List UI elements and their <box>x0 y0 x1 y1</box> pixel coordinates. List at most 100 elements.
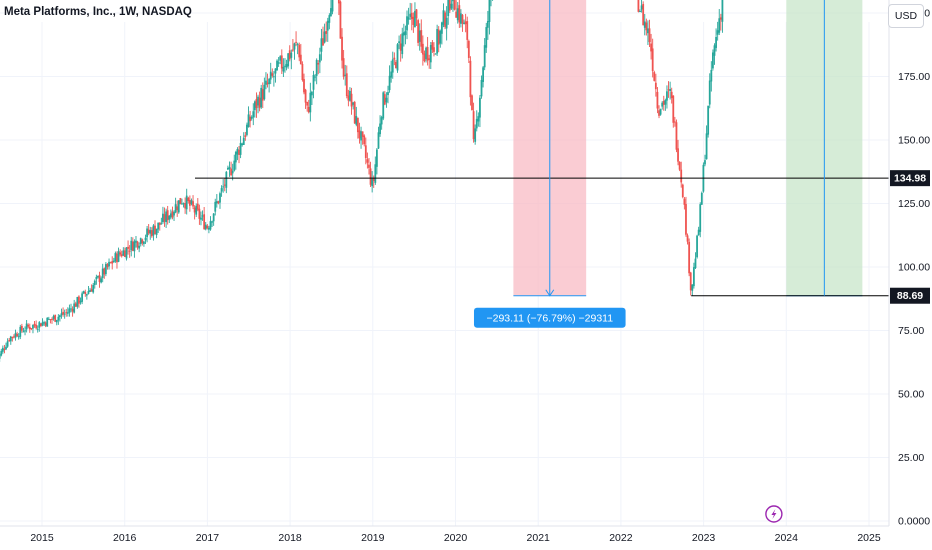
candle-body <box>307 106 310 113</box>
candle-body <box>466 21 469 40</box>
candle-body <box>337 0 340 4</box>
candle-body <box>6 341 9 347</box>
candle-body <box>52 315 55 319</box>
candle-body <box>301 64 304 81</box>
candle-body <box>182 203 185 205</box>
candle-body <box>716 30 719 35</box>
candle-body <box>27 324 30 327</box>
candle-body <box>429 45 432 63</box>
candle-body <box>417 20 420 43</box>
candle-body <box>66 312 69 314</box>
candle-body <box>78 296 80 304</box>
candle-body <box>141 239 144 244</box>
candle-body <box>692 267 695 287</box>
time-axis[interactable]: 2015 2016 2017 2018 2019 2020 2021 2022 2023 2024… <box>30 532 881 544</box>
candle-body <box>404 31 407 35</box>
candle-body <box>418 30 421 42</box>
candle-body <box>74 303 77 307</box>
candle-body <box>46 317 49 327</box>
candle-body <box>68 308 71 313</box>
candle-body <box>369 168 372 185</box>
candle-body <box>184 202 187 209</box>
candle-body <box>699 204 702 232</box>
candle-body <box>393 57 396 60</box>
candle-body <box>98 275 101 282</box>
candle-body <box>125 247 128 259</box>
candle-body <box>650 43 652 52</box>
grid-lines <box>0 12 889 526</box>
candle-body <box>423 53 426 62</box>
candle-body <box>372 178 375 182</box>
candle-body <box>217 201 220 204</box>
candle-body <box>415 9 418 19</box>
candle-body <box>391 59 394 73</box>
x-tick-label: 2022 <box>609 532 633 544</box>
candle-body <box>317 63 320 65</box>
candle-body <box>352 102 355 105</box>
candle-body <box>196 203 199 210</box>
candle-body <box>265 80 267 85</box>
candle-body <box>109 262 112 264</box>
candle-body <box>414 11 416 28</box>
candle-body <box>463 22 465 25</box>
candle-body <box>680 169 683 183</box>
candle-body <box>713 45 716 56</box>
candle-body <box>261 89 264 101</box>
candle-body <box>271 73 274 76</box>
candle-body <box>19 326 22 337</box>
candle-body <box>147 229 150 234</box>
candle-body <box>155 228 158 235</box>
x-tick-label: 2019 <box>361 532 385 544</box>
candle-body <box>421 43 424 55</box>
candle-body <box>366 159 369 163</box>
candle-body <box>651 48 654 72</box>
candle-body <box>90 289 93 292</box>
candle-body <box>309 92 312 113</box>
candle-body <box>250 116 253 119</box>
candle-body <box>715 36 717 48</box>
candle-body <box>282 66 285 72</box>
candle-body <box>444 12 446 27</box>
candle-body <box>656 91 659 109</box>
candle-body <box>51 318 53 320</box>
candle-body <box>670 91 673 99</box>
candle-body <box>214 201 217 212</box>
candle-body <box>32 324 34 329</box>
candle-body <box>425 47 427 60</box>
candle-body <box>433 47 435 52</box>
candle-body <box>277 62 280 64</box>
measure-label-text: −293.11 (−76.79%) −29311 <box>486 313 613 325</box>
candle-body <box>188 199 191 206</box>
candle-body <box>9 336 12 342</box>
candle-body <box>345 73 348 96</box>
candle-body <box>360 131 362 141</box>
price-axis[interactable]: 0.0000 25.00 50.00 75.00 100.00 125.00 150.00 1… <box>898 0 930 528</box>
candle-body <box>255 98 258 108</box>
currency-button[interactable]: USD <box>888 4 924 28</box>
x-tick-label: 2018 <box>278 532 302 544</box>
candle-body <box>169 213 172 218</box>
candle-body <box>116 253 118 263</box>
candle-body <box>458 5 461 23</box>
candle-body <box>291 49 294 51</box>
candle-body <box>437 29 440 45</box>
measurement-zones <box>513 0 863 297</box>
x-tick-label: 2021 <box>527 532 551 544</box>
candle-body <box>678 161 681 170</box>
candle-body <box>406 16 408 31</box>
candle-body <box>448 0 451 11</box>
horizontal-levels[interactable] <box>0 0 889 297</box>
candle-body <box>168 215 171 220</box>
candle-body <box>704 160 706 165</box>
candle-body <box>100 278 103 283</box>
candle-body <box>647 28 649 34</box>
candle-body <box>35 324 38 329</box>
candle-body <box>95 276 98 280</box>
candle-body <box>112 260 115 263</box>
candle-body <box>304 89 307 103</box>
candle-body <box>122 250 125 256</box>
lightning-bolt-icon[interactable] <box>765 505 783 523</box>
candle-body <box>707 105 710 135</box>
